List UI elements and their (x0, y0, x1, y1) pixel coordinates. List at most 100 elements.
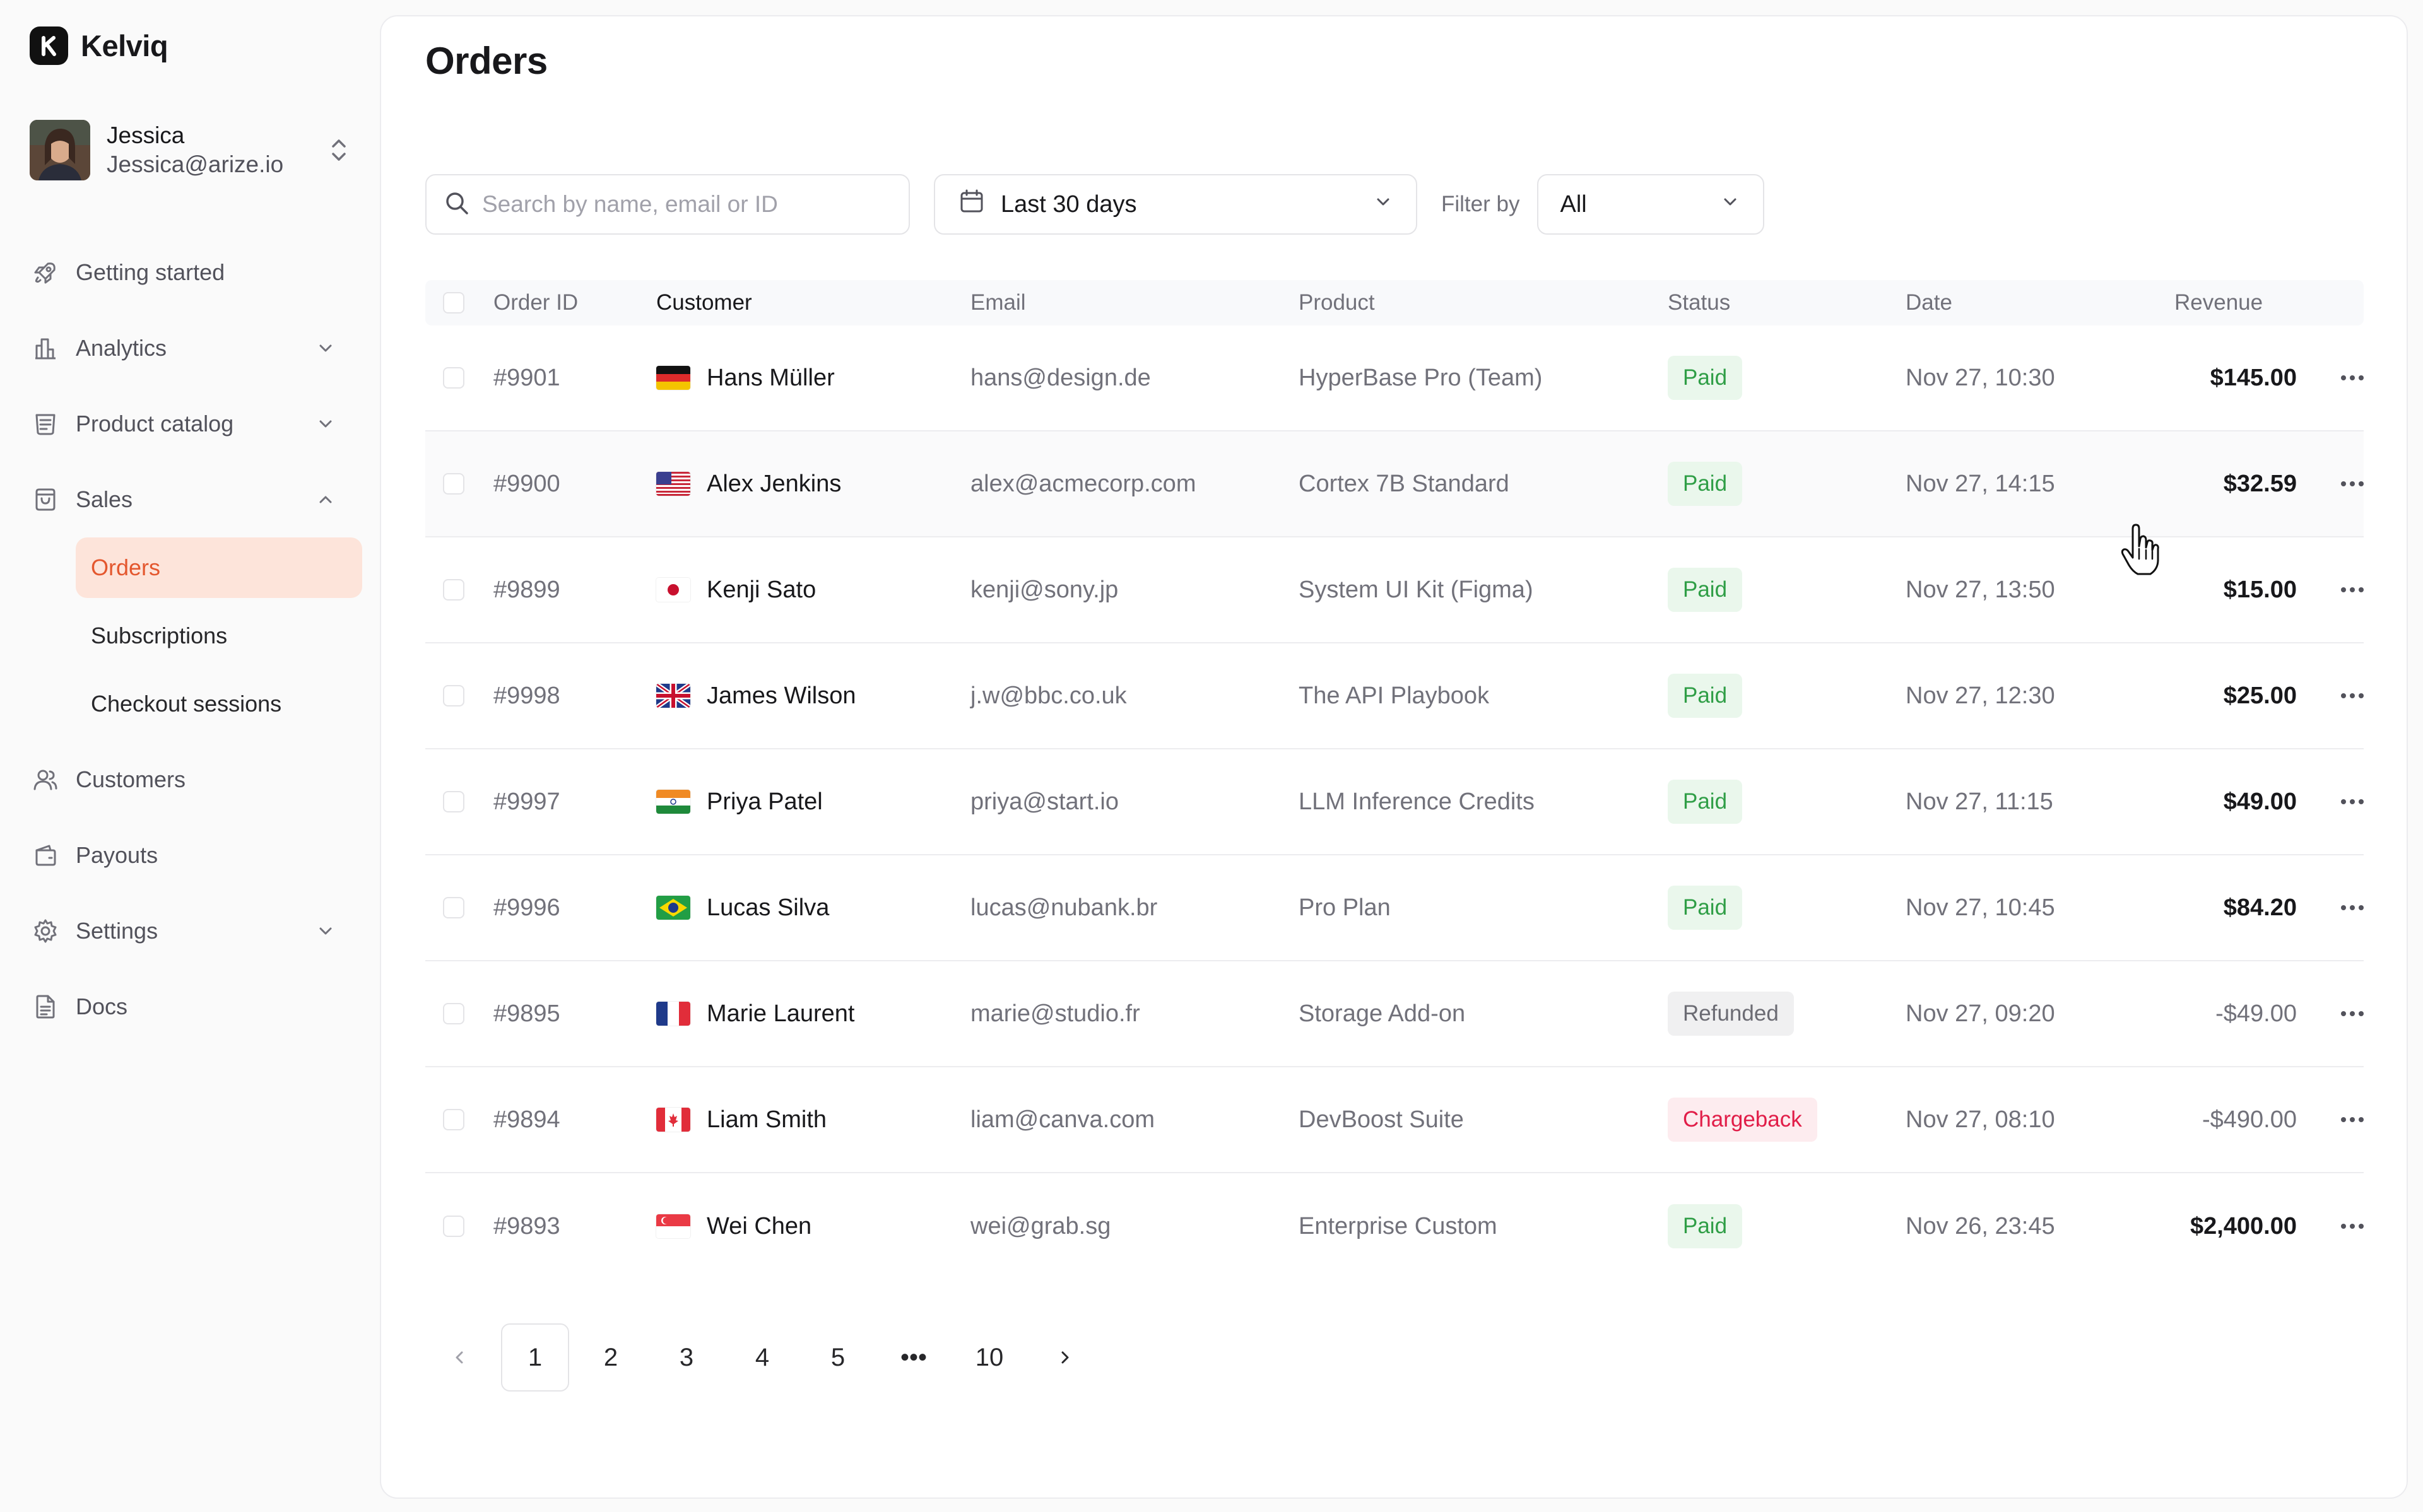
order-id[interactable]: #9901 (493, 364, 560, 391)
pagination: 1 2 3 4 5 ••• 10 (425, 1323, 1107, 1392)
table-row[interactable]: #9901 Hans Müller hans@design.de HyperBase … (425, 325, 2364, 431)
product-name: System UI Kit (Figma) (1299, 576, 1533, 603)
more-actions-icon[interactable] (2341, 587, 2364, 592)
product-name: Pro Plan (1299, 894, 1391, 921)
sidebar-item-product-catalog[interactable]: Product catalog (18, 386, 365, 462)
sidebar-item-analytics[interactable]: Analytics (18, 310, 365, 386)
row-checkbox[interactable] (443, 791, 464, 812)
row-checkbox[interactable] (443, 1109, 464, 1130)
page-button[interactable]: 5 (830, 1343, 846, 1371)
sidebar-subitem-checkout-sessions[interactable]: Checkout sessions (91, 691, 282, 717)
row-checkbox[interactable] (443, 685, 464, 706)
date-range-select[interactable]: Last 30 days (934, 174, 1417, 235)
sidebar-subitem-orders[interactable]: Orders (76, 537, 362, 598)
column-header-date[interactable]: Date (1906, 290, 1952, 315)
flag-in-icon (656, 790, 690, 814)
customer-email: lucas@nubank.br (970, 894, 1158, 921)
column-header-status[interactable]: Status (1668, 290, 1731, 315)
order-id[interactable]: #9998 (493, 682, 560, 709)
order-id[interactable]: #9895 (493, 1000, 560, 1027)
select-all-checkbox[interactable] (443, 292, 464, 314)
customer-email: j.w@bbc.co.uk (970, 682, 1127, 709)
sidebar-item-sales[interactable]: Sales (18, 462, 365, 537)
prev-page-button[interactable] (425, 1323, 493, 1392)
more-actions-icon[interactable] (2341, 1011, 2364, 1016)
user-name: Jessica (107, 122, 185, 148)
product-name: Cortex 7B Standard (1299, 470, 1509, 497)
row-checkbox[interactable] (443, 579, 464, 601)
status-filter-select[interactable]: All (1537, 174, 1765, 235)
sidebar-item-label: Customers (76, 766, 186, 792)
order-id[interactable]: #9996 (493, 894, 560, 921)
order-date: Nov 27, 09:20 (1906, 1000, 2055, 1027)
column-header-customer[interactable]: Customer (656, 290, 752, 315)
order-id[interactable]: #9894 (493, 1106, 560, 1133)
table-row[interactable]: #9900 Alex Jenkins alex@acmecorp.com Cortex… (425, 431, 2364, 537)
customer-email: priya@start.io (970, 788, 1119, 815)
sidebar-item-docs[interactable]: Docs (18, 969, 365, 1045)
status-badge: Paid (1668, 674, 1743, 718)
page-title: Orders (425, 40, 548, 82)
column-header-revenue[interactable]: Revenue (2174, 290, 2263, 315)
chevron-down-icon (1720, 191, 1740, 218)
customer-name: Priya Patel (707, 788, 823, 815)
table-row[interactable]: #9899 Kenji Sato kenji@sony.jp System UI Ki… (425, 537, 2364, 643)
page-button[interactable]: 1 (501, 1323, 569, 1392)
table-row[interactable]: #9997 Priya Patel priya@start.io LLM Infere… (425, 749, 2364, 855)
page-button[interactable]: 10 (975, 1343, 1004, 1371)
chevron-left-icon (456, 1351, 463, 1364)
page-button[interactable]: 4 (755, 1343, 770, 1371)
column-header-product[interactable]: Product (1299, 290, 1375, 315)
table-row[interactable]: #9996 Lucas Silva lucas@nubank.br Pro Plan P… (425, 855, 2364, 961)
more-actions-icon[interactable] (2341, 799, 2364, 804)
search-input[interactable] (482, 191, 886, 218)
brand[interactable]: Kelviq (30, 26, 168, 65)
chevron-up-down-icon[interactable] (326, 131, 351, 169)
order-revenue: $84.20 (2223, 894, 2297, 921)
column-header-order-id[interactable]: Order ID (493, 290, 579, 315)
row-checkbox[interactable] (443, 473, 464, 495)
page-button[interactable]: 3 (679, 1343, 694, 1371)
order-date: Nov 27, 14:15 (1906, 470, 2055, 497)
table-row[interactable]: #9893 Wei Chen wei@grab.sg Enterprise Custo… (425, 1173, 2364, 1279)
customer-cell: Wei Chen (656, 1213, 970, 1240)
sidebar-item-label: Docs (76, 993, 128, 1019)
order-id[interactable]: #9899 (493, 576, 560, 603)
sidebar-item-label: Analytics (76, 335, 167, 361)
order-id[interactable]: #9997 (493, 788, 560, 815)
column-header-email[interactable]: Email (970, 290, 1026, 315)
table-row[interactable]: #9894 Liam Smith liam@canva.com DevBoost Su… (425, 1067, 2364, 1173)
customer-cell: Alex Jenkins (656, 471, 970, 498)
more-actions-icon[interactable] (2341, 375, 2364, 380)
sidebar-item-getting-started[interactable]: Getting started (18, 235, 365, 310)
hand-pointer-cursor-icon (2119, 524, 2163, 581)
customer-cell: James Wilson (656, 683, 970, 710)
sidebar-item-payouts[interactable]: Payouts (18, 818, 365, 893)
product-name: HyperBase Pro (Team) (1299, 364, 1543, 391)
next-page-button[interactable] (1031, 1323, 1099, 1392)
search-box[interactable] (425, 174, 910, 235)
more-actions-icon[interactable] (2341, 481, 2364, 486)
more-actions-icon[interactable] (2341, 905, 2364, 910)
more-actions-icon[interactable] (2341, 693, 2364, 698)
sidebar-subitem-subscriptions[interactable]: Subscriptions (91, 623, 228, 648)
sidebar-item-settings[interactable]: Settings (18, 893, 365, 969)
order-id[interactable]: #9893 (493, 1212, 560, 1239)
wallet-icon (30, 840, 61, 870)
page-button[interactable]: 2 (603, 1343, 618, 1371)
sidebar-item-customers[interactable]: Customers (18, 742, 365, 818)
gear-icon (30, 916, 61, 946)
main-panel: Orders Last 30 days Filter by All (380, 15, 2408, 1499)
status-badge: Paid (1668, 1204, 1743, 1248)
row-checkbox[interactable] (443, 1003, 464, 1024)
more-actions-icon[interactable] (2341, 1117, 2364, 1122)
row-checkbox[interactable] (443, 367, 464, 389)
table-row[interactable]: #9998 James Wilson j.w@bbc.co.uk The API Pl… (425, 643, 2364, 749)
table-row[interactable]: #9895 Marie Laurent marie@studio.fr Storage… (425, 961, 2364, 1067)
row-checkbox[interactable] (443, 897, 464, 918)
order-id[interactable]: #9900 (493, 470, 560, 497)
more-actions-icon[interactable] (2341, 1224, 2364, 1229)
user-switcher[interactable]: Jessica Jessica@arize.io (30, 119, 351, 182)
row-checkbox[interactable] (443, 1216, 464, 1237)
